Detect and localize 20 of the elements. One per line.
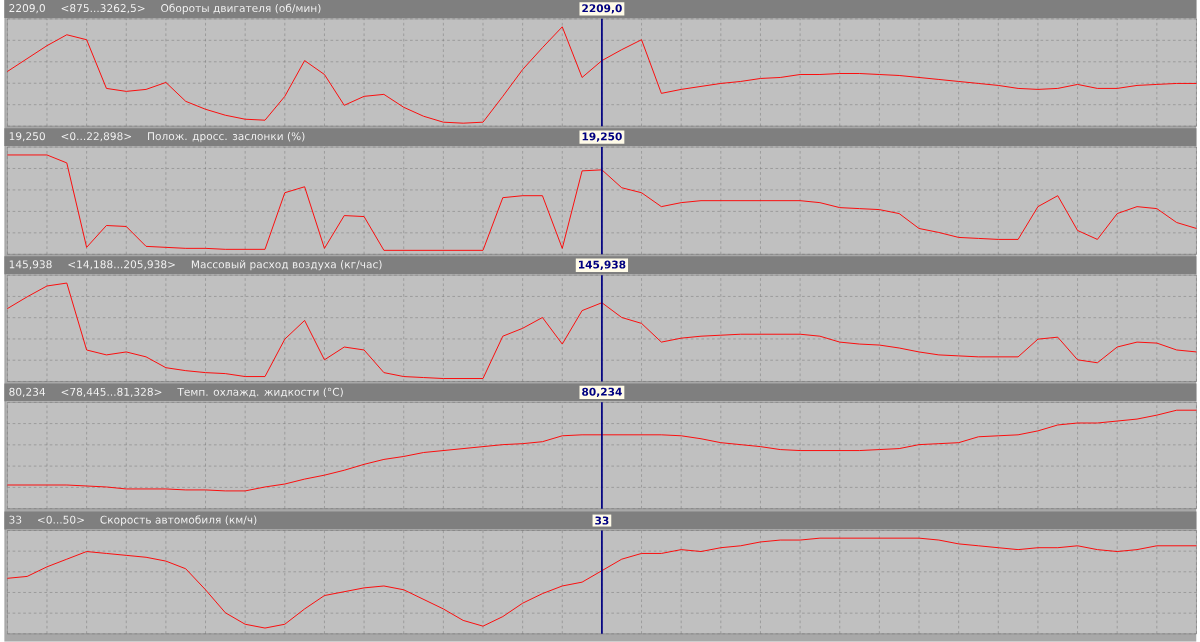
chart-title: Темп. охлажд. жидкости (°C) (177, 387, 343, 398)
text: 19,250 (9, 132, 45, 142)
text: 33 (595, 516, 609, 525)
chart-title: Полож. дросс. заслонки (%) (148, 132, 305, 143)
text: 80,234 (9, 387, 46, 398)
text: 80,234 (582, 387, 622, 398)
text: <14,188...205,938> (68, 260, 175, 270)
chart-title: Массовый расход воздуха (кг/час) (191, 260, 382, 271)
text: 2209,0 (9, 4, 45, 14)
text: <0...50> (38, 515, 84, 524)
text: 33 (9, 515, 22, 524)
text: 145,938 (578, 260, 626, 271)
text: <78,445...81,328> (61, 387, 162, 398)
text: 2209,0 (582, 4, 622, 14)
text: 145,938 (9, 260, 52, 270)
text: <875...3262,5> (61, 4, 145, 14)
chart-title: Обороты двигателя (об/мин) (161, 3, 321, 15)
text: <0...22,898> (61, 132, 132, 142)
chart-title: Скорость автомобиля (км/ч) (100, 515, 257, 526)
text: 19,250 (582, 132, 622, 142)
